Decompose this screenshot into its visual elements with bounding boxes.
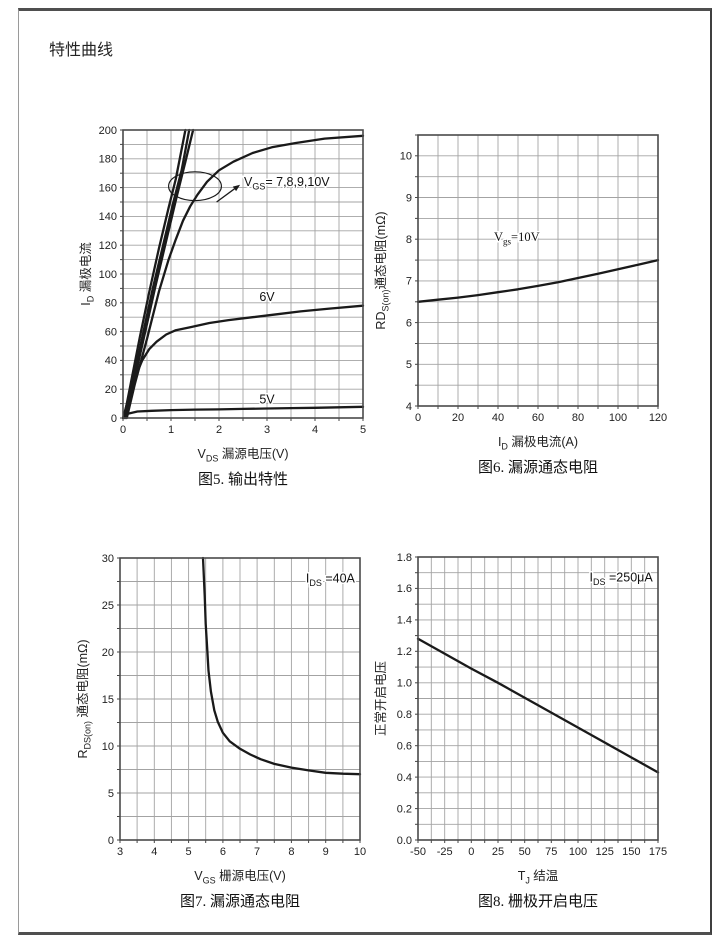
- svg-text:4: 4: [312, 424, 318, 436]
- svg-text:RDS(on)​ 通态电阻(mΩ): RDS(on)​ 通态电阻(mΩ): [76, 639, 93, 758]
- figure-5-caption: 图5. 输出特性: [197, 471, 288, 488]
- svg-text:4: 4: [406, 401, 412, 413]
- svg-text:1.8: 1.8: [397, 552, 412, 564]
- figure-6-rdson-vs-id: 02040608010012045678910Vgs​=10VRDS(on)​通…: [372, 127, 670, 477]
- svg-text:40: 40: [492, 412, 504, 424]
- svg-text:9: 9: [323, 846, 329, 858]
- svg-text:1.0: 1.0: [397, 678, 412, 690]
- svg-text:0: 0: [415, 412, 421, 424]
- figure-8-x-axis-label: TJ 结温: [517, 869, 559, 886]
- svg-text:30: 30: [102, 553, 114, 565]
- svg-text:5: 5: [360, 424, 366, 436]
- svg-text:20: 20: [105, 384, 117, 396]
- svg-text:9: 9: [406, 192, 412, 204]
- svg-text:正常开启电压: 正常开启电压: [374, 661, 388, 736]
- svg-text:100: 100: [609, 412, 627, 424]
- svg-text:0.6: 0.6: [397, 741, 412, 753]
- svg-text:1.6: 1.6: [397, 583, 412, 595]
- figure-8-canvas: -50 -25 0 25 50 75 100 125 150 175 0.0 0.2 0.4 0.6 0.8…: [374, 552, 667, 858]
- svg-text:6: 6: [220, 846, 226, 858]
- figure-6-x-axis-label: ID 漏极电流(A): [497, 435, 579, 452]
- svg-text:RDS(on)​通态电阻(mΩ): RDS(on)​通态电阻(mΩ): [374, 211, 391, 329]
- svg-text:10: 10: [400, 151, 412, 163]
- svg-text:ID​ 漏极电流: ID​ 漏极电流: [78, 242, 96, 306]
- svg-text:150: 150: [622, 846, 640, 858]
- svg-text:3: 3: [117, 846, 123, 858]
- svg-text:4: 4: [151, 846, 157, 858]
- svg-text:20: 20: [102, 647, 114, 659]
- svg-text:10: 10: [102, 741, 114, 753]
- svg-text:40: 40: [105, 355, 117, 367]
- svg-text:10: 10: [354, 846, 366, 858]
- svg-text:80: 80: [572, 412, 584, 424]
- svg-text:6: 6: [406, 317, 412, 329]
- svg-text:140: 140: [99, 211, 117, 223]
- svg-text:0.4: 0.4: [397, 772, 412, 784]
- svg-text:80: 80: [105, 298, 117, 310]
- svg-text:5: 5: [406, 359, 412, 371]
- svg-text:125: 125: [596, 846, 614, 858]
- svg-text:0.2: 0.2: [397, 803, 412, 815]
- figure-5-output-characteristics: 0 1 2 3 4 5 0 20 40 60 80 100 120 140 160 180 200 VGS​= 7…: [77, 122, 375, 489]
- svg-text:200: 200: [99, 125, 117, 137]
- figure-8-gate-threshold: -50 -25 0 25 50 75 100 125 150 175 0.0 0.2 0.4 0.6 0.8…: [372, 549, 670, 911]
- svg-text:0: 0: [108, 835, 114, 847]
- svg-text:50: 50: [519, 846, 531, 858]
- svg-text:25: 25: [102, 600, 114, 612]
- svg-text:8: 8: [406, 234, 412, 246]
- svg-text:0: 0: [111, 413, 117, 425]
- svg-text:0.8: 0.8: [397, 709, 412, 721]
- svg-text:100: 100: [99, 269, 117, 281]
- svg-text:2: 2: [216, 424, 222, 436]
- svg-text:120: 120: [99, 240, 117, 252]
- figure-5-canvas: 0 1 2 3 4 5 0 20 40 60 80 100 120 140 160 180 200 VGS​= 7…: [78, 125, 366, 436]
- svg-text:160: 160: [99, 182, 117, 194]
- figure-8-caption: 图8. 栅极开启电压: [477, 893, 598, 910]
- svg-text:25: 25: [492, 846, 504, 858]
- svg-text:VGS​= 7,8,9,10V: VGS​= 7,8,9,10V: [244, 175, 330, 192]
- svg-text:5: 5: [108, 788, 114, 800]
- svg-text:-25: -25: [437, 846, 453, 858]
- svg-text:1.4: 1.4: [397, 615, 412, 627]
- svg-text:7: 7: [406, 276, 412, 288]
- svg-text:6V: 6V: [259, 290, 275, 304]
- figure-7-x-axis-label: VGS 栅源电压(V): [194, 869, 286, 886]
- svg-text:0: 0: [468, 846, 474, 858]
- svg-text:3: 3: [264, 424, 270, 436]
- figure-7-caption: 图7. 漏源通态电阻: [179, 893, 300, 910]
- svg-text:100: 100: [569, 846, 587, 858]
- svg-text:60: 60: [105, 326, 117, 338]
- svg-text:7: 7: [254, 846, 260, 858]
- svg-text:1.2: 1.2: [397, 646, 412, 658]
- svg-text:75: 75: [545, 846, 557, 858]
- svg-text:0: 0: [120, 424, 126, 436]
- figure-5-x-axis-label: VDS 漏源电压(V): [197, 447, 289, 464]
- figure-6-canvas: 02040608010012045678910Vgs​=10VRDS(on)​通…: [374, 134, 667, 424]
- svg-text:0.0: 0.0: [397, 835, 412, 847]
- svg-text:1: 1: [168, 424, 174, 436]
- svg-text:IDS​ =250μA: IDS​ =250μA: [590, 570, 654, 587]
- svg-text:60: 60: [532, 412, 544, 424]
- svg-text:120: 120: [649, 412, 667, 424]
- figure-6-caption: 图6. 漏源通态电阻: [477, 459, 598, 476]
- svg-text:175: 175: [649, 846, 667, 858]
- svg-text:15: 15: [102, 694, 114, 706]
- svg-text:20: 20: [452, 412, 464, 424]
- svg-text:5V: 5V: [259, 392, 275, 406]
- svg-text:-50: -50: [410, 846, 426, 858]
- svg-text:180: 180: [99, 154, 117, 166]
- svg-text:8: 8: [288, 846, 294, 858]
- page-title: 特性曲线: [49, 42, 114, 59]
- svg-text:5: 5: [186, 846, 192, 858]
